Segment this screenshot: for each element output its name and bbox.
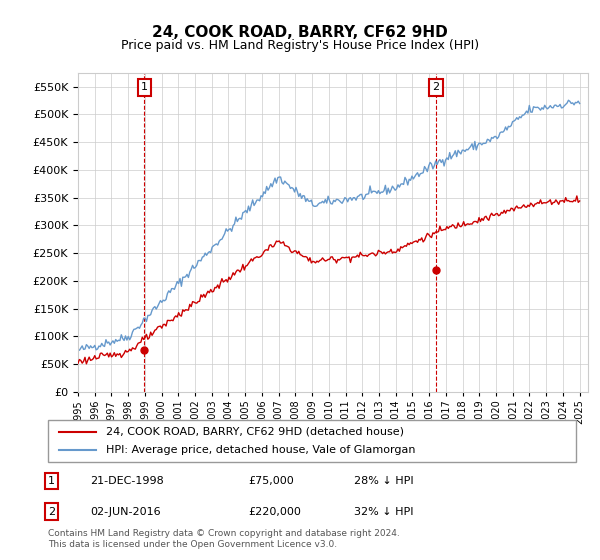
Text: 1: 1 bbox=[141, 82, 148, 92]
Text: HPI: Average price, detached house, Vale of Glamorgan: HPI: Average price, detached house, Vale… bbox=[106, 445, 416, 455]
Text: 2: 2 bbox=[433, 82, 440, 92]
Text: 32% ↓ HPI: 32% ↓ HPI bbox=[354, 507, 414, 517]
Text: 1: 1 bbox=[48, 476, 55, 486]
Text: 21-DEC-1998: 21-DEC-1998 bbox=[90, 476, 164, 486]
Text: Price paid vs. HM Land Registry's House Price Index (HPI): Price paid vs. HM Land Registry's House … bbox=[121, 39, 479, 52]
Text: 02-JUN-2016: 02-JUN-2016 bbox=[90, 507, 161, 517]
Text: 28% ↓ HPI: 28% ↓ HPI bbox=[354, 476, 414, 486]
Text: Contains HM Land Registry data © Crown copyright and database right 2024.
This d: Contains HM Land Registry data © Crown c… bbox=[48, 529, 400, 549]
Text: £75,000: £75,000 bbox=[248, 476, 295, 486]
FancyBboxPatch shape bbox=[48, 420, 576, 462]
Text: £220,000: £220,000 bbox=[248, 507, 302, 517]
Text: 24, COOK ROAD, BARRY, CF62 9HD: 24, COOK ROAD, BARRY, CF62 9HD bbox=[152, 25, 448, 40]
Text: 2: 2 bbox=[48, 507, 55, 517]
Text: 24, COOK ROAD, BARRY, CF62 9HD (detached house): 24, COOK ROAD, BARRY, CF62 9HD (detached… bbox=[106, 427, 404, 437]
